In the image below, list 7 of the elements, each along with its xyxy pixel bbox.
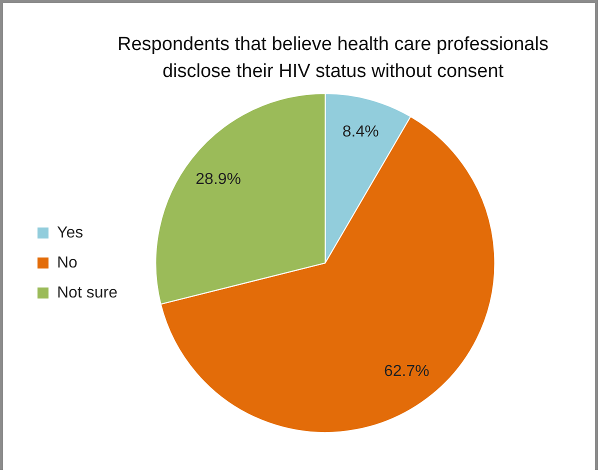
data-label: 28.9% [196,170,242,188]
legend-label: Not sure [57,284,118,302]
legend-label: No [57,254,78,272]
data-label: 62.7% [384,362,430,380]
chart-title: Respondents that believe health care professionals disclose their HIV status without consent [116,33,550,84]
data-label: 8.4% [342,124,379,140]
legend-label: Yes [57,224,84,242]
